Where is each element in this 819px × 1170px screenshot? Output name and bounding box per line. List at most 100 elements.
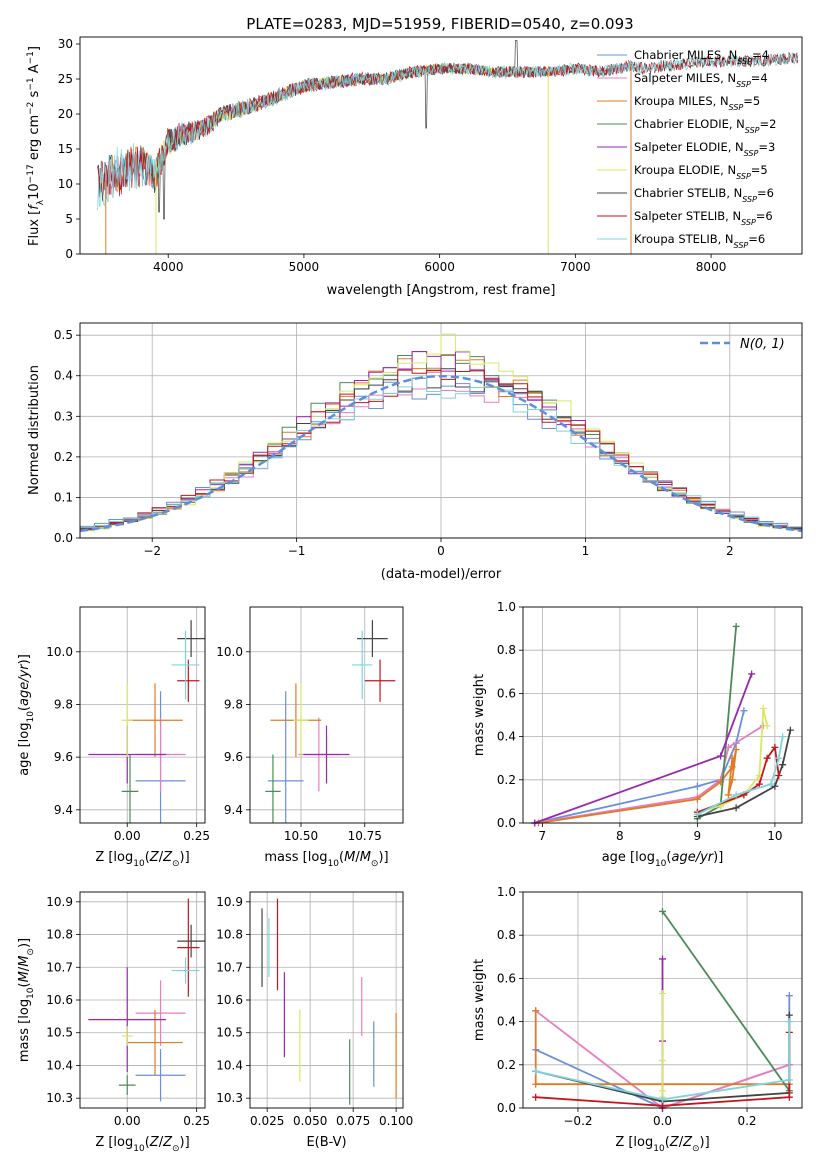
axes-frame xyxy=(522,606,803,824)
spectrum-panel: 4000 5000 6000 7000 8000 0 5 10 15 20 25 30 Chabrier… xyxy=(26,36,803,298)
y-tick-label: 9.8 xyxy=(54,697,73,711)
y-tick-label: 10.8 xyxy=(46,928,73,942)
y-tick-label: 10.9 xyxy=(46,895,73,909)
y-tick-label: 10.6 xyxy=(46,993,73,1007)
plot-area xyxy=(80,333,802,538)
y-tick-label: 9.4 xyxy=(224,803,243,817)
errorbar-chabrier-miles xyxy=(135,1049,186,1102)
weight-marker xyxy=(732,746,740,754)
x-tick-label: 8 xyxy=(616,829,624,843)
errorbar-chabrier-stelib xyxy=(177,924,205,958)
errorbar-kroupa-elodie xyxy=(293,683,309,758)
errorbar-salpeter-stelib xyxy=(364,659,396,702)
y-tick-label: 0.8 xyxy=(497,928,516,942)
y-tick-label: 0.2 xyxy=(54,450,73,464)
axes-frame xyxy=(79,606,206,824)
weight-marker xyxy=(728,776,736,784)
weight-marker xyxy=(532,1007,540,1015)
legend-label: Chabrier MILES, NSSP=4 xyxy=(634,48,769,66)
y-tick-label: 10.3 xyxy=(46,1091,73,1105)
weight-marker xyxy=(759,705,767,713)
x-tick-label: 10.50 xyxy=(284,829,318,843)
y-tick-label: 0.8 xyxy=(497,643,516,657)
axes-frame xyxy=(522,891,803,1109)
x-tick-label: 0 xyxy=(437,544,445,558)
weight-marker xyxy=(785,992,793,1000)
x-tick-label: 5000 xyxy=(289,260,320,274)
x-axis-label: Z [log10(Z/Z⊙)] xyxy=(95,1135,189,1154)
weight-marker xyxy=(786,726,794,734)
y-tick-label: 20 xyxy=(58,107,73,121)
y-tick-label: 10.5 xyxy=(216,1026,243,1040)
x-tick-label: 0.00 xyxy=(114,1114,141,1128)
y-tick-label: 10.5 xyxy=(46,1026,73,1040)
x-axis-label: Z [log10(Z/Z⊙)] xyxy=(615,1135,709,1154)
plot-area xyxy=(97,40,799,254)
x-axis-label: mass [log10(M/M⊙)] xyxy=(264,850,388,869)
weight-marker xyxy=(748,670,756,678)
errorbar-kroupa-stelib xyxy=(171,630,200,700)
plot-area xyxy=(88,898,205,1102)
x-tick-label: 0.25 xyxy=(183,1114,210,1128)
weight-marker xyxy=(732,791,740,799)
y-tick-label: 0.4 xyxy=(497,1015,516,1029)
z-weight-panel: −0.2 0.0 0.2 0.0 0.2 0.4 0.6 0.8 1.0 Z [log10(Z/Z… xyxy=(472,885,803,1154)
weight-marker xyxy=(693,810,701,818)
weight-series-kroupa-stelib xyxy=(532,1018,793,1103)
x-tick-label: 6000 xyxy=(424,260,455,274)
weight-marker xyxy=(763,722,771,730)
legend-label: Kroupa ELODIE, NSSP=5 xyxy=(634,163,768,181)
weight-series-chabrier-stelib xyxy=(693,726,794,821)
x-tick-label: 7 xyxy=(539,829,547,843)
y-tick-label: 10.8 xyxy=(216,928,243,942)
y-tick-label: 0.4 xyxy=(54,369,73,383)
y-tick-label: 25 xyxy=(58,72,73,86)
weight-marker xyxy=(732,622,740,630)
weight-line xyxy=(535,1021,791,1101)
weight-marker xyxy=(755,780,763,788)
weight-marker xyxy=(659,1056,666,1064)
y-tick-label: 9.4 xyxy=(54,803,73,817)
legend-label: Salpeter MILES, NSSP=4 xyxy=(634,71,768,89)
weight-marker xyxy=(779,733,787,741)
residuals-legend: N(0, 1) xyxy=(700,337,785,352)
y-tick-label: 9.6 xyxy=(224,750,243,764)
x-tick-label: 0.2 xyxy=(737,1114,756,1128)
legend-label: Kroupa STELIB, NSSP=6 xyxy=(634,232,765,250)
x-axis-label: wavelength [Angstrom, rest frame] xyxy=(327,283,556,298)
x-tick-label: 0.25 xyxy=(183,829,210,843)
plot-area xyxy=(532,907,793,1112)
legend-label: Salpeter ELODIE, NSSP=3 xyxy=(634,140,775,158)
x-tick-label: 8000 xyxy=(696,260,727,274)
weight-marker xyxy=(724,791,732,799)
plot-area xyxy=(261,898,397,1105)
weight-marker xyxy=(785,1011,793,1019)
x-tick-label: 10 xyxy=(767,829,782,843)
y-tick-label: 10.7 xyxy=(46,960,73,974)
errorbar-kroupa-elodie xyxy=(121,1026,133,1046)
y-tick-label: 10.9 xyxy=(216,895,243,909)
axes-frame xyxy=(249,891,404,1109)
weight-marker xyxy=(732,804,740,812)
errorbar-chabrier-elodie xyxy=(121,754,139,823)
errorbar-chabrier-stelib xyxy=(177,620,205,658)
x-tick-label: 4000 xyxy=(153,260,184,274)
y-tick-label: 0.6 xyxy=(497,686,516,700)
residuals-panel: −2 −1 0 1 2 0.0 0.1 0.2 0.3 0.4 0.5 N(0, 1) (data-mo… xyxy=(27,322,803,582)
y-tick-label: 10.0 xyxy=(46,645,73,659)
x-tick-label: 0.0 xyxy=(653,1114,672,1128)
y-axis-label: Flux [fλ10−17 erg cm−2 s−1 A−1] xyxy=(26,46,46,246)
weight-marker xyxy=(659,1095,666,1103)
errorbar-kroupa-miles xyxy=(127,1009,183,1076)
legend-label: Chabrier ELODIE, NSSP=2 xyxy=(634,117,776,135)
x-tick-label: 9 xyxy=(694,829,702,843)
weight-line xyxy=(696,736,784,816)
errorbar-kroupa-miles xyxy=(127,683,183,758)
axes-frame xyxy=(79,322,803,539)
weight-marker xyxy=(532,1080,540,1088)
errorbar-kroupa-stelib xyxy=(352,630,373,700)
x-tick-label: 0.100 xyxy=(379,1114,413,1128)
legend-label: Kroupa MILES, NSSP=5 xyxy=(634,94,760,112)
y-tick-label: 10.7 xyxy=(216,960,243,974)
x-axis-label: (data-model)/error xyxy=(381,567,502,582)
